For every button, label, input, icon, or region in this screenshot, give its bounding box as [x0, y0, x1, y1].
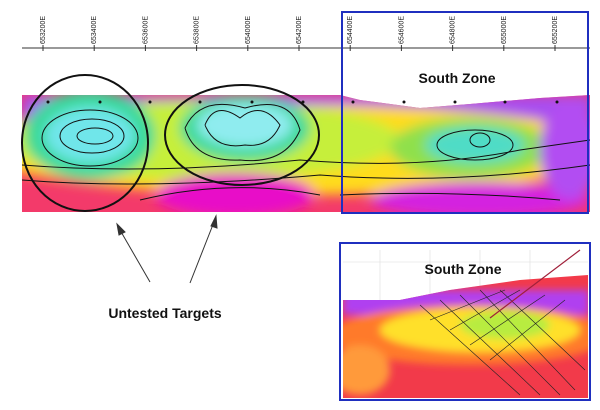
target-ellipse: [164, 84, 320, 186]
drill-trace: [489, 249, 581, 319]
easting-label: 655200E: [552, 16, 559, 44]
arrows: [116, 214, 218, 284]
south-zone-box: [341, 11, 589, 214]
easting-label: 655000E: [501, 16, 508, 44]
easting-label: 653200E: [40, 16, 47, 44]
targets-label: Untested Targets: [108, 305, 222, 321]
easting-label: 654200E: [296, 16, 303, 44]
easting-label: 654400E: [347, 16, 354, 44]
inset-title: South Zone: [425, 261, 502, 277]
easting-label: 654600E: [398, 16, 405, 44]
target-ellipse: [21, 74, 149, 212]
easting-label: 654000E: [245, 16, 252, 44]
easting-label: 654800E: [450, 16, 457, 44]
south-zone-label: South Zone: [419, 70, 496, 86]
ip-section: [22, 95, 590, 212]
easting-ticks: 653200E 653400E 653600E 653800E 654000E 65420…: [40, 16, 559, 51]
easting-label: 653600E: [142, 16, 149, 44]
drill-holes: [419, 289, 586, 396]
easting-label: 653800E: [194, 16, 201, 44]
easting-label: 653400E: [91, 16, 98, 44]
